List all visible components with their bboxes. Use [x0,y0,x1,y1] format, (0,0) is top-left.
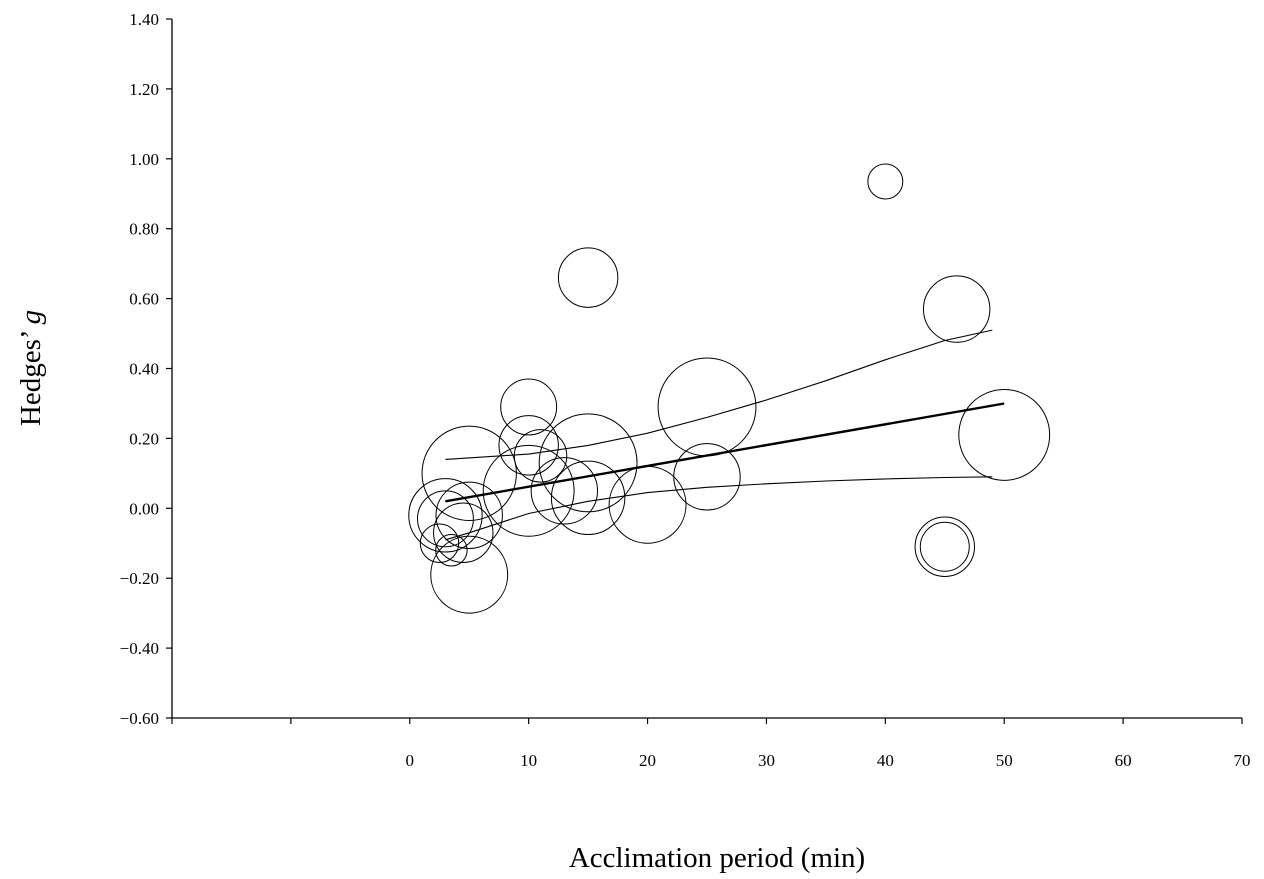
axes [171,19,1242,719]
x-tick-label: 20 [639,751,656,770]
data-point [958,388,1051,481]
upper-confidence-line [445,329,993,460]
data-points [408,163,1051,614]
x-axis-title: Acclimation period (min) [569,842,865,874]
data-point [435,534,468,567]
x-tick-label: 50 [996,751,1013,770]
y-ticks: −0.60 −0.40 −0.20 0.00 0.20 0.40 0.60 0.80 1.00 1… [120,10,172,728]
x-tick-label: 30 [758,751,775,770]
y-tick-label: 0.80 [129,220,159,239]
data-point [513,429,568,483]
data-point [416,490,474,548]
y-axis-title: Hedges’ g [15,310,47,426]
x-tick-label: 10 [520,751,537,770]
data-point [914,516,975,577]
y-tick-label: 1.00 [129,150,159,169]
regression-line [445,402,1005,503]
regression-lines [445,329,1005,541]
x-tick-label: 60 [1115,751,1132,770]
x-tick-label: 40 [877,751,894,770]
y-tick-label: 0.20 [129,429,159,448]
data-point [557,247,619,308]
data-point [498,415,559,476]
y-tick-label: −0.40 [120,639,159,658]
data-point [919,521,970,572]
data-point [530,457,599,525]
y-tick-label: 0.60 [129,290,159,309]
y-tick-label: 1.40 [129,10,159,29]
data-point [550,460,626,536]
y-axis-title-prefix: Hedges’ [15,324,47,426]
data-point [433,502,494,563]
data-point [482,444,575,537]
data-point [922,275,991,343]
data-point [408,478,483,553]
x-tick-label: 70 [1234,751,1251,770]
x-tick-label: 0 [406,751,415,770]
y-tick-label: 0.00 [129,499,159,518]
data-point [421,425,517,522]
y-tick-label: −0.20 [120,569,159,588]
data-point [538,413,638,513]
lower-confidence-line [445,476,993,541]
data-point [867,163,904,200]
data-point [419,523,460,563]
data-point [608,465,687,544]
y-tick-label: 1.20 [129,80,159,99]
data-point [430,535,509,614]
y-tick-label: 0.40 [129,360,159,379]
x-ticks: 0 10 20 30 40 50 60 70 [171,718,1251,770]
y-tick-label: −0.60 [120,709,159,728]
data-point [435,481,503,549]
data-point [500,378,558,436]
y-axis-title-symbol: g [15,310,47,325]
data-point [673,443,741,511]
